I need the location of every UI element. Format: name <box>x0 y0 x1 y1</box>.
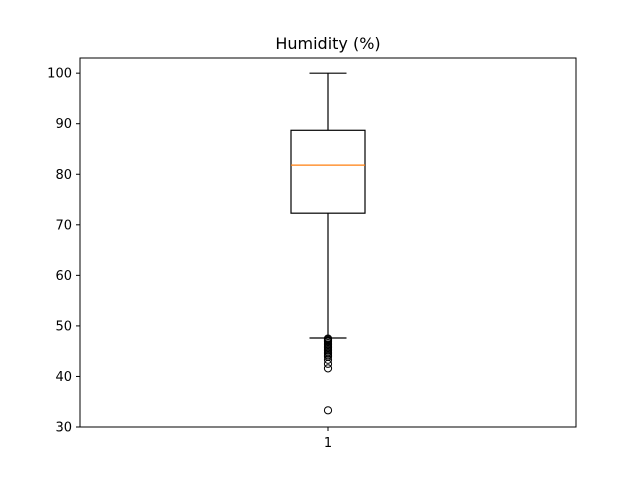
x-axis: 1 <box>324 427 332 451</box>
iqr-box <box>290 129 366 214</box>
y-tick-label: 60 <box>55 269 72 284</box>
y-tick-label: 70 <box>55 218 72 233</box>
y-tick-label: 50 <box>55 319 72 334</box>
y-tick-label: 90 <box>55 117 72 132</box>
y-tick-label: 40 <box>55 370 72 385</box>
y-tick-label: 80 <box>55 168 72 183</box>
y-tick-label: 100 <box>47 67 72 82</box>
outlier-point <box>323 406 333 415</box>
x-tick-label: 1 <box>324 436 332 451</box>
boxes-group <box>290 72 366 415</box>
y-tick-label: 30 <box>55 421 72 436</box>
y-axis: 30 40 50 60 70 80 90 100 <box>47 67 80 436</box>
outlier-point <box>323 364 333 373</box>
outlier-point <box>323 355 333 364</box>
outlier-point <box>323 359 333 368</box>
chart-title: Humidity (%) <box>275 34 380 53</box>
